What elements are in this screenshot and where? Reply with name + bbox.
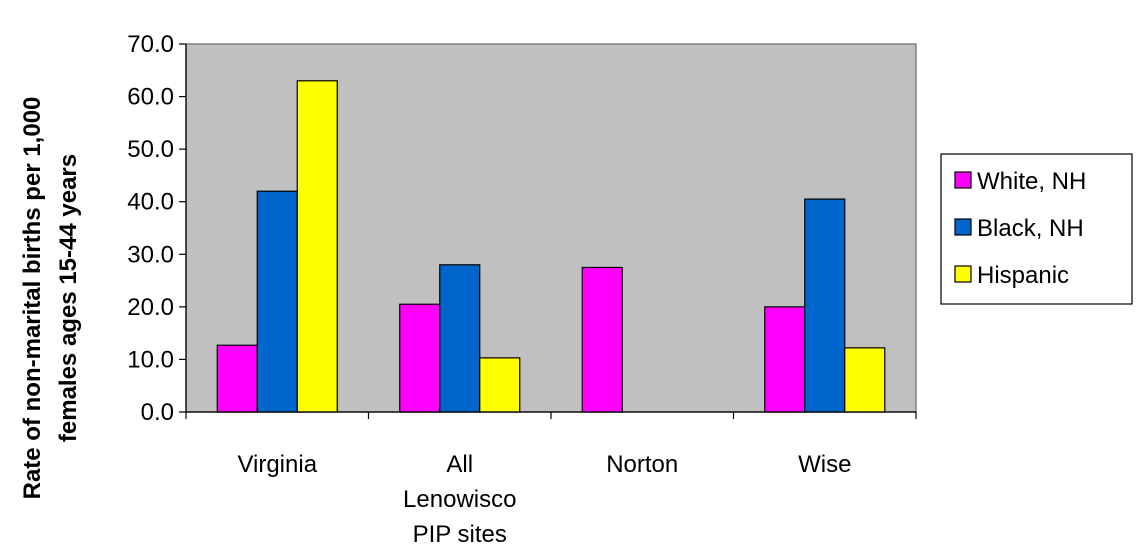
y-tick-label: 40.0 <box>127 189 174 216</box>
y-tick-label: 20.0 <box>127 294 174 321</box>
bar-hispanic-1 <box>479 357 521 413</box>
bar-black-nh-1 <box>439 264 481 413</box>
y-tick-label: 50.0 <box>127 136 174 163</box>
y-tick-label: 10.0 <box>127 346 174 373</box>
y-axis-title-line: Rate of non-marital births per 1,000 <box>19 97 46 500</box>
bars <box>216 80 886 413</box>
bar-hispanic-0 <box>296 80 338 413</box>
y-axis-title-line: females ages 15-44 years <box>55 154 82 442</box>
x-category-label: Lenowisco <box>403 486 516 513</box>
bar-hispanic-3 <box>844 347 886 413</box>
bar-white-nh-3 <box>764 306 806 413</box>
y-axis-ticks: 0.0 10.0 20.0 30.0 40.0 50.0 60.0 70.0 <box>127 31 186 426</box>
bar-black-nh-0 <box>256 190 298 413</box>
legend: White, NH Black, NH Hispanic <box>940 153 1133 305</box>
x-category-label: PIP sites <box>413 521 507 548</box>
legend-label: Black, NH <box>977 215 1084 242</box>
x-category-label: Wise <box>798 451 851 478</box>
bar-white-nh-2 <box>581 266 623 413</box>
y-tick-label: 30.0 <box>127 241 174 268</box>
x-axis-categories: Virginia All Lenowisco PIP sites Norton Wise <box>185 412 917 548</box>
legend-box <box>940 153 1133 305</box>
y-tick-label: 0.0 <box>141 399 174 426</box>
legend-label: Hispanic <box>977 262 1069 289</box>
y-tick-label: 70.0 <box>127 31 174 58</box>
y-axis-title: Rate of non-marital births per 1,000 fema… <box>19 97 82 500</box>
bar-white-nh-0 <box>216 344 258 413</box>
legend-label: White, NH <box>977 168 1086 195</box>
legend-swatch <box>954 171 972 189</box>
y-tick-label: 60.0 <box>127 84 174 111</box>
bar-black-nh-3 <box>804 198 846 413</box>
legend-swatch <box>954 265 972 283</box>
x-category-label: Norton <box>606 451 678 478</box>
x-category-label: All <box>446 451 473 478</box>
bar-white-nh-1 <box>399 303 441 413</box>
x-category-label: Virginia <box>237 451 317 478</box>
legend-swatch <box>954 218 972 236</box>
